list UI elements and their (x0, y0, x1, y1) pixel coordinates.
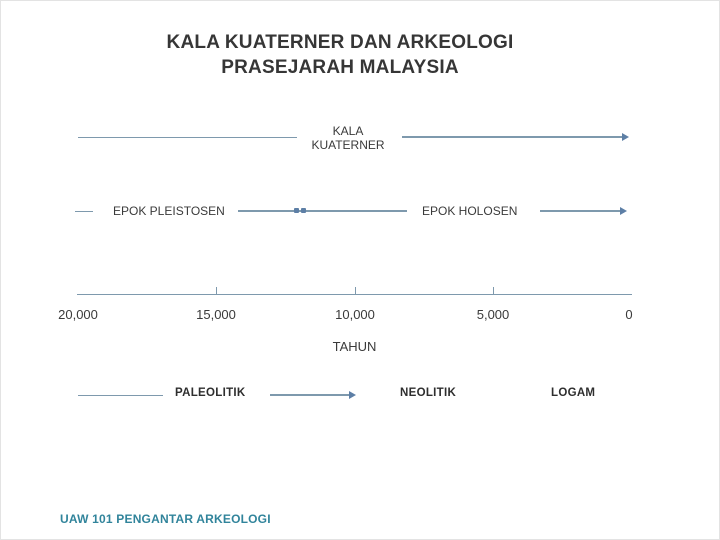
pleistocene-line (238, 210, 407, 212)
paleolithic-arrow-line (270, 394, 350, 396)
pleistocene-tick-line (75, 211, 93, 212)
axis-tick (216, 287, 217, 294)
slide-title: KALA KUATERNER DAN ARKEOLOGI PRASEJARAH … (166, 32, 514, 78)
axis-title: TAHUN (332, 339, 377, 354)
holocene-line (540, 210, 621, 212)
junction-arrow-icon (301, 208, 306, 213)
junction-arrow-icon (294, 208, 299, 213)
epoch-holocene-label: EPOK HOLOSEN (422, 204, 518, 218)
course-footer: UAW 101 PENGANTAR ARKEOLOGI (60, 512, 271, 526)
period-paleolithic-label: PALEOLITIK (175, 387, 246, 399)
axis-tick-label: 15,000 (196, 307, 236, 322)
era-label: KALA KUATERNER (311, 124, 385, 152)
paleolithic-line-left (78, 395, 163, 396)
axis-tick (355, 287, 356, 294)
period-neolithic-label: NEOLITIK (400, 387, 457, 399)
epoch-pleistocene-label: EPOK PLEISTOSEN (113, 204, 225, 218)
era-line-right (402, 136, 623, 138)
era-arrow-icon (622, 133, 629, 141)
paleolithic-arrow-icon (349, 391, 356, 399)
era-line-left (78, 137, 297, 138)
axis-tick-label: 0 (625, 307, 633, 322)
axis-line (77, 294, 632, 295)
axis-tick-label: 20,000 (58, 307, 98, 322)
holocene-arrow-icon (620, 207, 627, 215)
axis-tick (493, 287, 494, 294)
axis-tick-label: 10,000 (335, 307, 375, 322)
period-metal-label: LOGAM (551, 387, 596, 399)
axis-tick-label: 5,000 (476, 307, 510, 322)
